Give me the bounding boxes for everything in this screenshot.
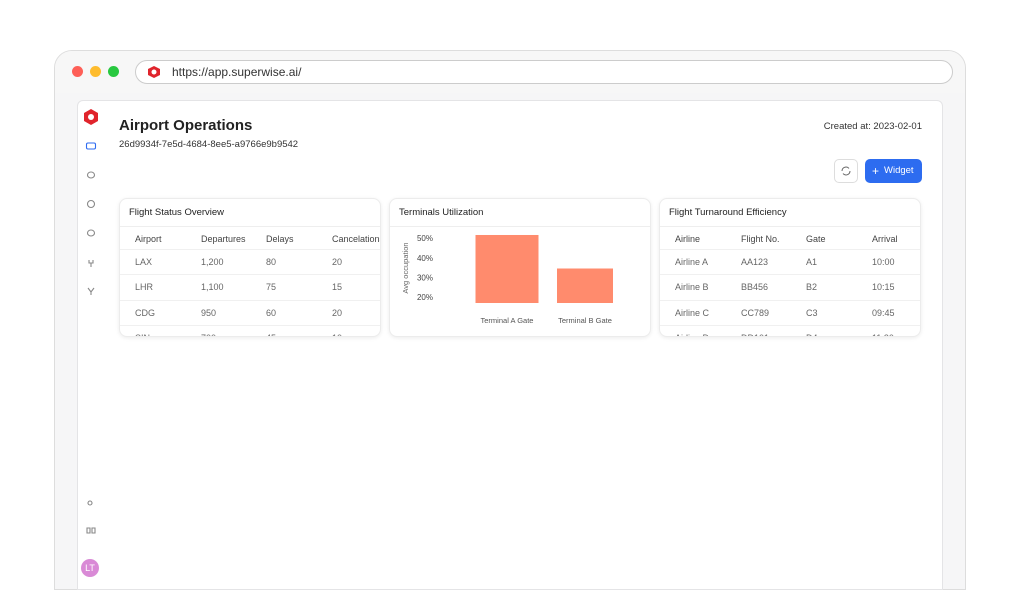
table-cell: LHR: [135, 282, 154, 293]
row-divider: [120, 274, 380, 276]
site-icon: [148, 66, 160, 78]
widget-title: Terminals Utilization: [399, 207, 484, 218]
table-cell: Airline D: [675, 333, 709, 336]
browser-toolbar: https://app.superwise.ai/: [55, 51, 965, 93]
table-cell: 20: [332, 307, 343, 318]
table-cell: 60: [266, 307, 277, 318]
dashboard-id: 26d9934f-7e5d-4684-8ee5-a9766e9b9542: [119, 139, 299, 150]
divider: [660, 226, 920, 227]
table-cell: 700: [201, 333, 216, 336]
x-tick-label: Terminal A Gate: [481, 316, 534, 325]
row-divider: [120, 249, 380, 250]
table-cell: C3: [806, 307, 818, 318]
nav-icon[interactable]: [86, 171, 96, 179]
divider: [390, 226, 650, 227]
table-cell: 11:30: [872, 333, 894, 336]
row-divider: [660, 324, 920, 326]
row-divider: [660, 274, 920, 276]
table-cell: AA123: [741, 257, 769, 267]
column-header: Airline: [675, 234, 701, 244]
table-cell: 1,100: [201, 282, 224, 293]
app-window: [77, 100, 943, 590]
plus-icon: +: [872, 164, 880, 178]
maximize-button[interactable]: [108, 66, 119, 77]
column-header: Airport: [135, 234, 162, 244]
table-cell: 45: [266, 333, 276, 336]
column-header: Cancelations: [332, 234, 381, 244]
table-widget: Flight Turnaround Efficiency Airline Fligh…: [659, 198, 921, 337]
y-tick-label: 50%: [417, 234, 433, 243]
divider: [120, 226, 380, 227]
table-cell: 1,200: [201, 257, 224, 267]
y-tick-label: 20%: [417, 293, 433, 302]
nav-icon[interactable]: [87, 500, 93, 506]
created-at: Created at: 2023-02-01: [823, 121, 922, 132]
refresh-icon: [841, 166, 851, 176]
row-divider: [120, 299, 380, 301]
table-cell: 10:15: [872, 282, 895, 293]
add-widget-button[interactable]: + Widget: [865, 159, 922, 183]
column-header: Arrival: [872, 234, 898, 244]
nav-icon[interactable]: [85, 142, 97, 150]
y-tick-label: 40%: [417, 254, 433, 263]
address-bar[interactable]: https://app.superwise.ai/: [135, 60, 953, 84]
user-avatar[interactable]: LT: [81, 559, 99, 577]
table-cell: D4: [806, 333, 818, 336]
table-cell: 15: [332, 282, 343, 293]
column-header: Departures: [201, 234, 246, 244]
table-cell: 10:00: [872, 257, 895, 267]
bar-chart: Avg occupation 20% 30% 40% 50% Terminal A Ga…: [401, 234, 613, 325]
column-header: Delays: [266, 234, 294, 244]
widget-title: Flight Turnaround Efficiency: [669, 207, 787, 218]
table-cell: 10: [332, 333, 342, 336]
table-cell: BB456: [741, 282, 769, 293]
table-cell: CC789: [741, 307, 770, 318]
nav-icon[interactable]: [88, 260, 94, 267]
close-button[interactable]: [72, 66, 83, 77]
table-widget: Flight Status Overview Airport Departures D…: [119, 198, 381, 337]
x-tick-label: Terminal B Gate: [558, 316, 612, 325]
table-cell: SIN: [135, 333, 150, 336]
table-cell: 80: [266, 257, 277, 267]
table-cell: A1: [806, 257, 818, 267]
table-cell: 950: [201, 307, 217, 318]
table-cell: Airline B: [675, 282, 709, 293]
column-header: Gate: [806, 234, 826, 244]
y-axis-label: Avg occupation: [401, 242, 410, 293]
y-tick-label: 30%: [417, 273, 433, 282]
table-cell: B2: [806, 282, 818, 293]
widget-title: Flight Status Overview: [129, 207, 225, 218]
nav-icon[interactable]: [87, 287, 95, 295]
table-cell: 09:45: [872, 307, 895, 318]
table-cell: 75: [266, 282, 277, 293]
table-cell: 20: [332, 257, 343, 267]
bar: [475, 234, 539, 303]
nav-icon[interactable]: [86, 527, 96, 534]
nav-icon[interactable]: [86, 199, 96, 209]
minimize-button[interactable]: [90, 66, 101, 77]
row-divider: [660, 299, 920, 301]
table-cell: DD101: [741, 333, 769, 336]
row-divider: [120, 324, 380, 326]
button-label: Widget: [884, 165, 914, 176]
table-cell: Airline A: [675, 257, 709, 267]
sidebar: [84, 109, 98, 534]
table-cell: CDG: [135, 307, 155, 318]
nav-icon[interactable]: [86, 229, 96, 237]
refresh-button[interactable]: [834, 159, 858, 183]
column-header: Flight No.: [741, 234, 780, 244]
page-title: Airport Operations: [119, 117, 253, 134]
row-divider: [660, 249, 920, 250]
bar: [557, 268, 613, 303]
table-cell: Airline C: [675, 307, 710, 318]
chart-widget: Terminals Utilization Avg occupation 20%…: [389, 198, 651, 337]
table-cell: LAX: [135, 257, 153, 267]
